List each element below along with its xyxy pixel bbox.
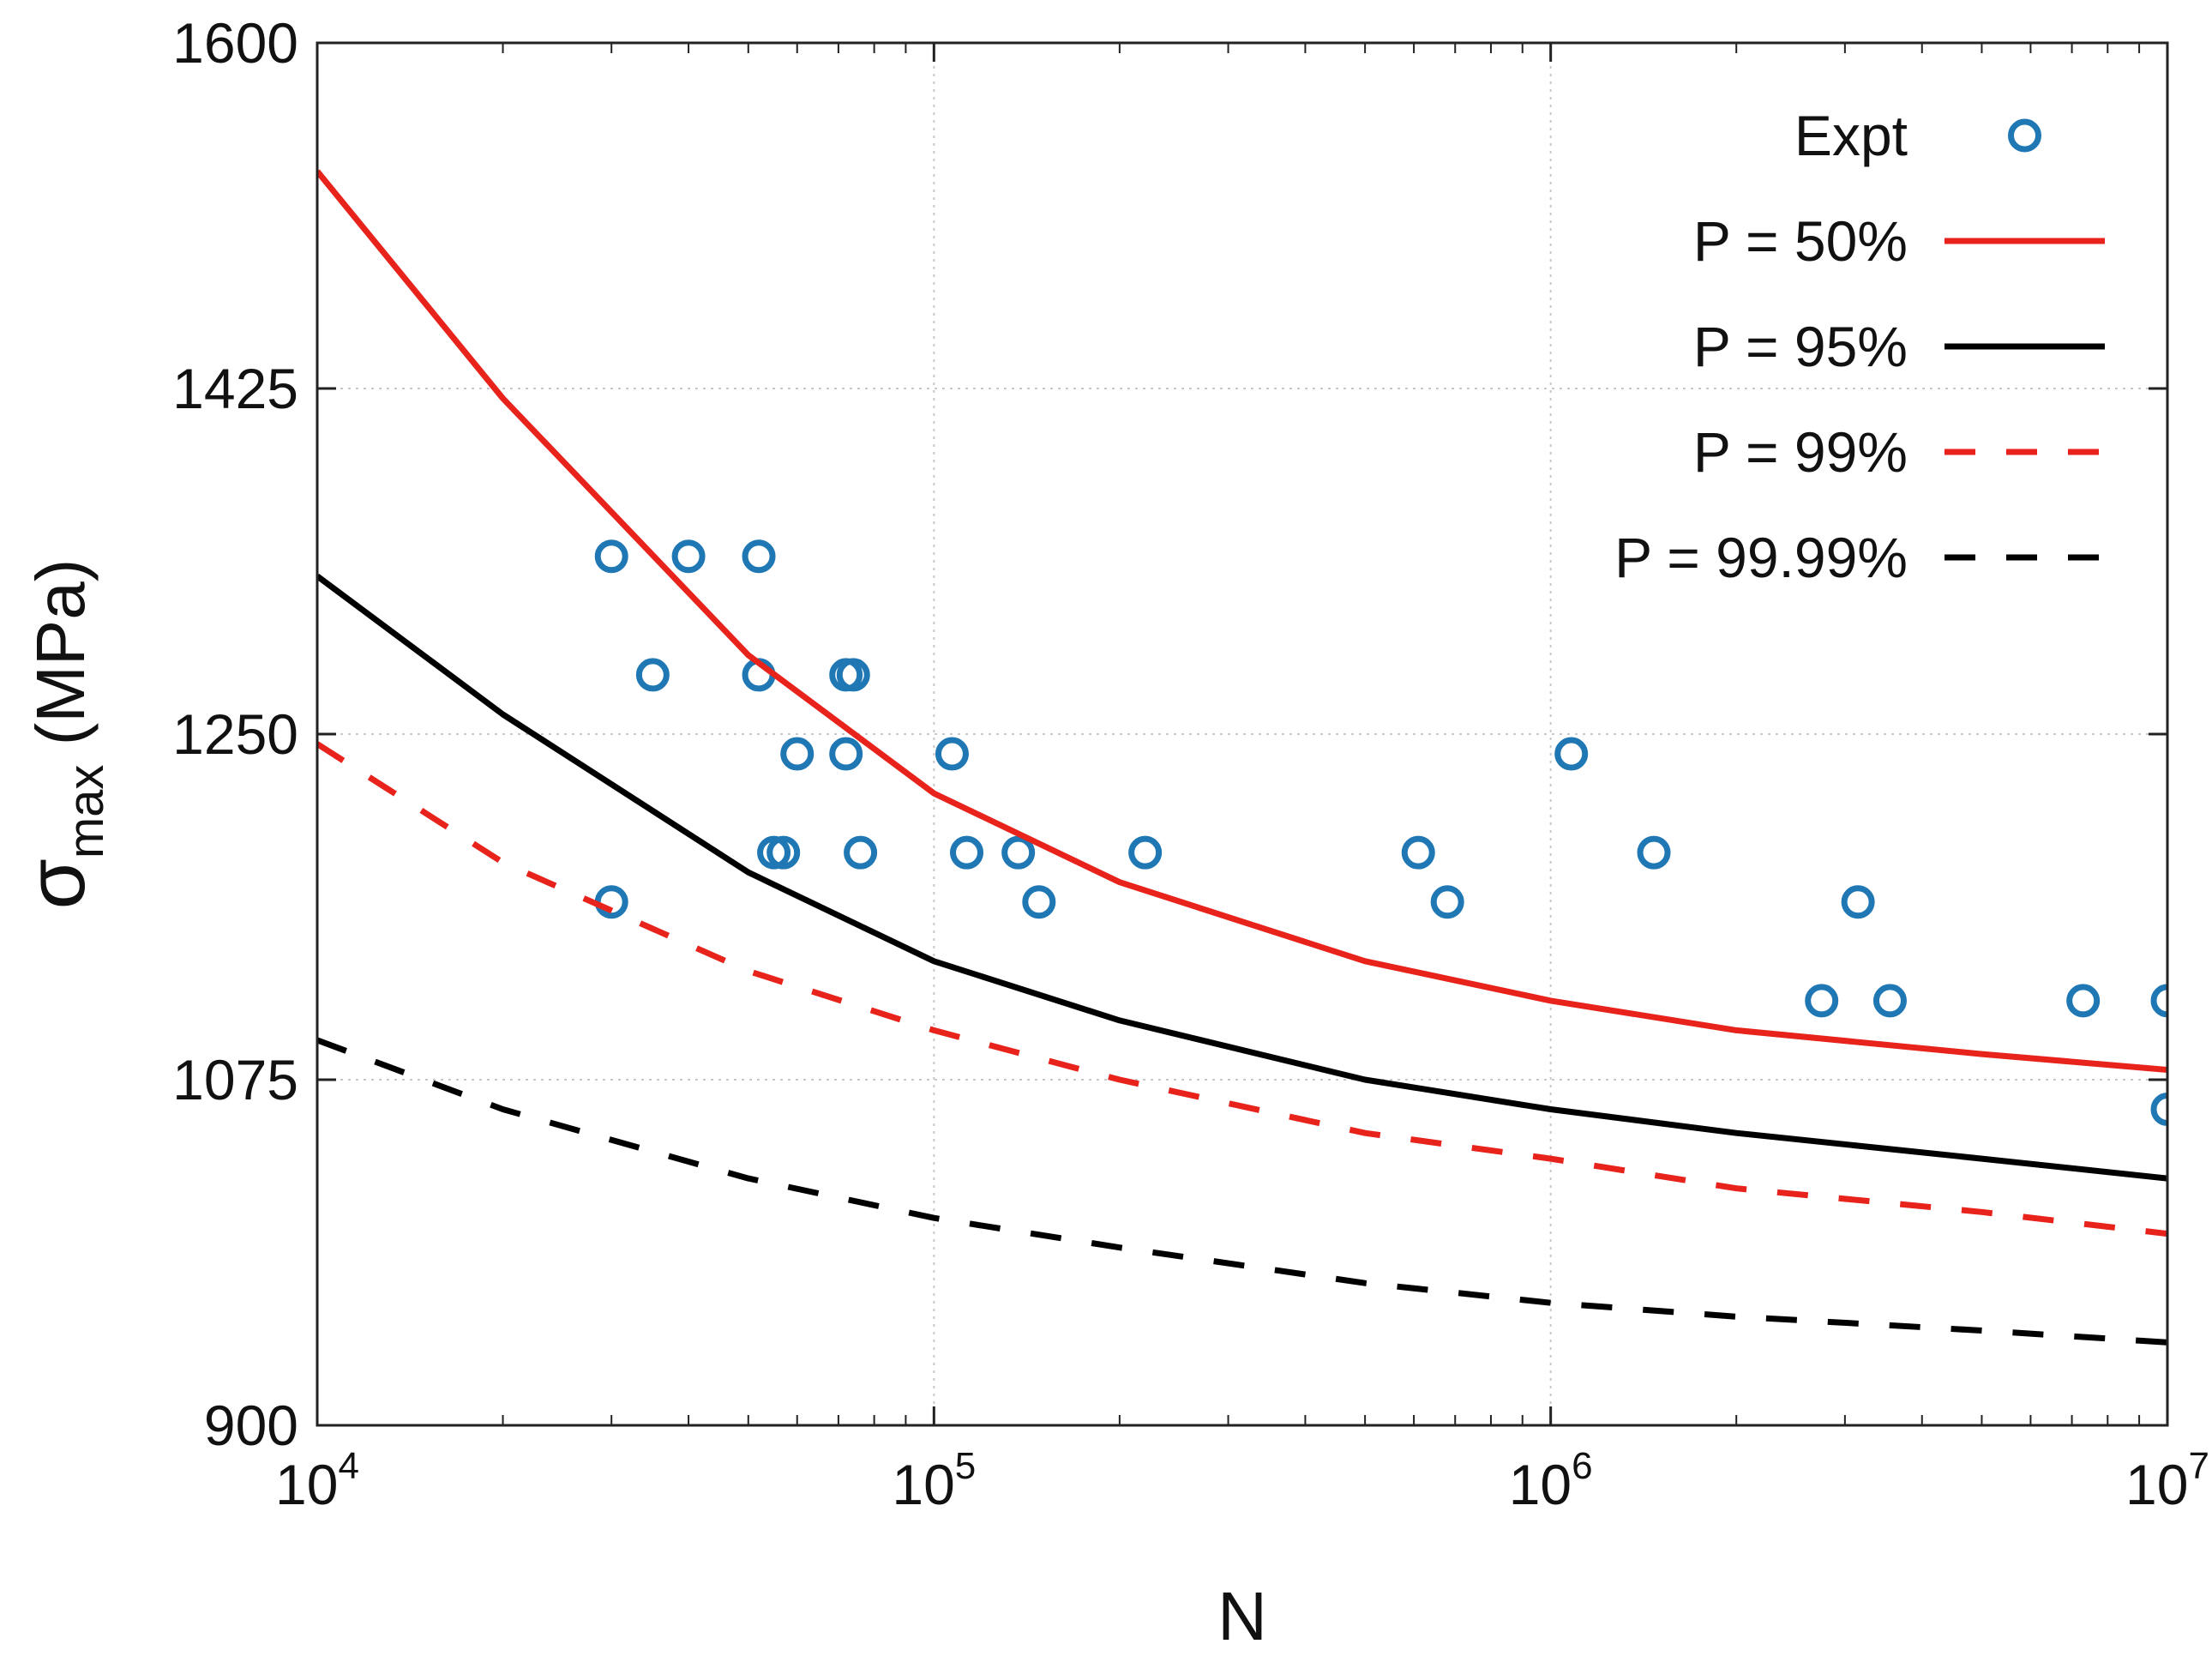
x-tick-base: 10 — [275, 1453, 338, 1516]
data-point — [594, 539, 628, 574]
legend: Expt P = 50% P = 95% P = 99% P = 99.99% — [1614, 104, 2105, 589]
y-tick-label: 1425 — [172, 357, 298, 420]
x-tick-exponent: 5 — [955, 1445, 976, 1487]
data-point — [757, 835, 791, 870]
data-point — [1401, 835, 1435, 870]
x-tick-base: 10 — [2125, 1453, 2188, 1516]
legend-label: P = 95% — [1693, 315, 1908, 378]
data-point — [2150, 984, 2167, 1018]
series-layer — [317, 169, 2167, 1346]
data-point — [766, 835, 801, 870]
data-point — [742, 539, 776, 574]
data-point — [1637, 835, 1671, 870]
data-point — [1805, 984, 1839, 1018]
data-point — [935, 737, 969, 771]
data-point — [1841, 885, 1875, 919]
y-axis-title: σmax (MPa) — [10, 559, 114, 910]
legend-label: P = 99% — [1693, 420, 1908, 484]
data-point — [1872, 984, 1907, 1018]
y-axis-subscript: max — [58, 765, 114, 859]
data-point — [671, 539, 706, 574]
x-tick-base: 10 — [892, 1453, 954, 1516]
data-point — [950, 835, 984, 870]
data-point — [2150, 1093, 2167, 1127]
y-tick-label: 900 — [204, 1394, 298, 1457]
data-point — [1128, 835, 1163, 870]
y-tick-label: 1075 — [172, 1048, 298, 1111]
data-point — [1430, 885, 1464, 919]
data-point — [1022, 885, 1056, 919]
y-tick-label: 1250 — [172, 702, 298, 766]
x-tick-label: 105 — [892, 1445, 976, 1516]
data-point — [780, 737, 814, 771]
grid — [317, 43, 2167, 1425]
series-line-3 — [317, 741, 2167, 1237]
y-tick-label: 1600 — [172, 11, 298, 75]
plot-background — [317, 43, 2167, 1425]
x-tick-label: 106 — [1509, 1445, 1593, 1516]
series-line-1 — [317, 169, 2167, 1073]
data-point — [1001, 835, 1036, 870]
x-axis-title: N — [1217, 1578, 1267, 1654]
y-axis-symbol: σ — [10, 858, 102, 909]
series-line-2 — [317, 573, 2167, 1182]
legend-label: P = 99.99% — [1614, 526, 1908, 589]
x-tick-exponent: 6 — [1572, 1445, 1592, 1487]
legend-label: P = 50% — [1693, 209, 1908, 273]
x-tick-base: 10 — [1509, 1453, 1572, 1516]
legend-swatch-marker — [2008, 118, 2041, 153]
data-point — [635, 658, 670, 692]
x-tick-label: 104 — [275, 1445, 359, 1516]
data-point — [1554, 737, 1589, 771]
x-tick-label: 107 — [2125, 1445, 2209, 1516]
data-point — [829, 737, 863, 771]
data-point — [2066, 984, 2101, 1018]
x-tick-exponent: 7 — [2188, 1445, 2209, 1487]
plot-frame — [316, 41, 2169, 1427]
x-tick-exponent: 4 — [338, 1445, 358, 1487]
data-point — [844, 835, 878, 870]
y-axis-unit: (MPa) — [22, 559, 99, 765]
legend-label: Expt — [1794, 104, 1908, 167]
data-point — [836, 658, 870, 692]
series-line-4 — [317, 1037, 2167, 1346]
